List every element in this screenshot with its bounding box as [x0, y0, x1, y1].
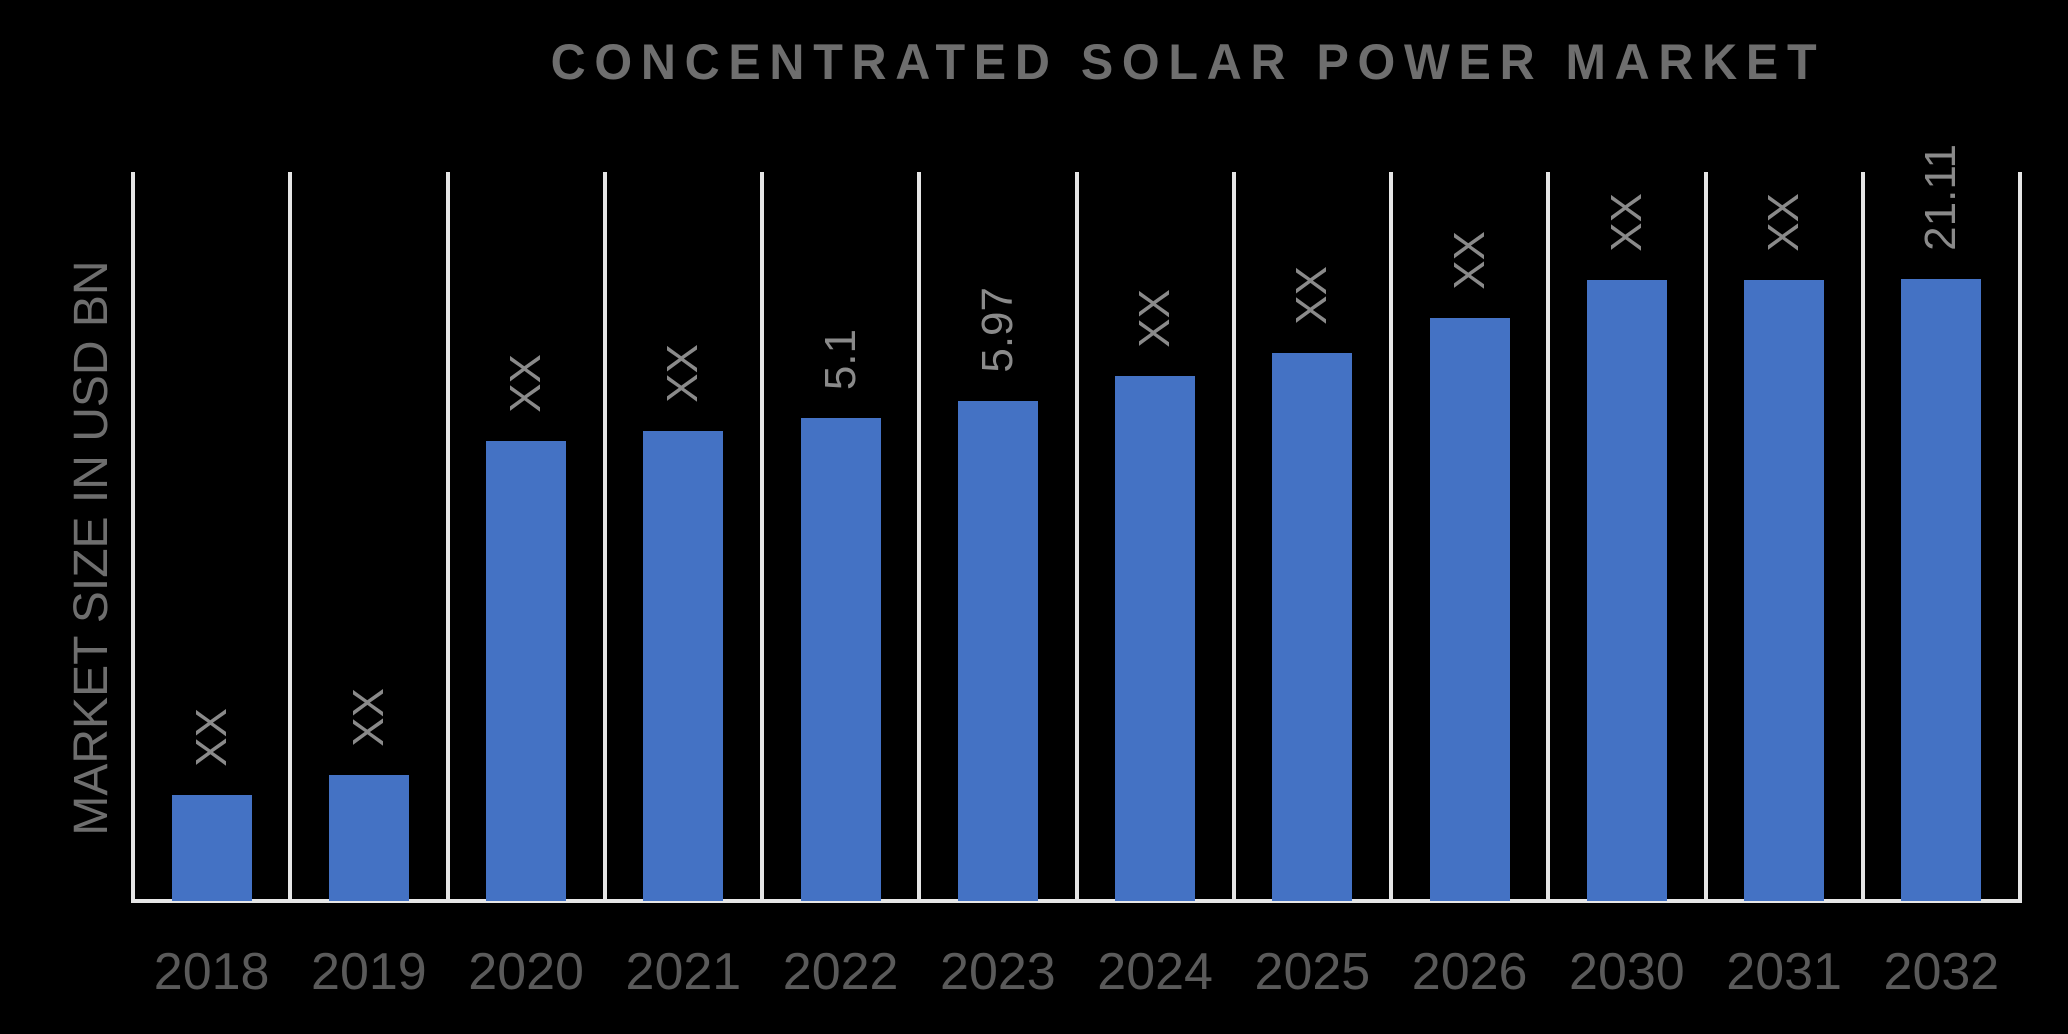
bar-2022 [800, 418, 881, 901]
bar-2031 [1744, 280, 1825, 901]
bar-value-label-2020: XX [501, 354, 551, 413]
bar-2032 [1901, 279, 1982, 901]
x-tick-2022: 2022 [782, 943, 899, 1001]
x-tick-2020: 2020 [468, 943, 584, 1001]
bar-value-label-2031: XX [1759, 193, 1809, 252]
bar-value-label-2021: XX [658, 344, 708, 403]
bar-value-label-2022: 5.1 [815, 328, 865, 390]
bar-value-label-2025: XX [1287, 266, 1337, 325]
gridline-2 [445, 172, 450, 903]
bar-2023 [957, 401, 1038, 901]
gridline-12 [2018, 172, 2022, 903]
gridline-11 [1860, 172, 1865, 903]
bar-2018 [171, 795, 252, 901]
gridline-9 [1546, 172, 1551, 903]
bar-value-label-2032: 21.11 [1916, 144, 1966, 251]
bar-value-label-2018: XX [186, 708, 236, 767]
gridline-8 [1389, 172, 1393, 903]
bar-2025 [1272, 353, 1353, 901]
gridline-10 [1703, 172, 1708, 903]
x-tick-2032: 2032 [1883, 943, 2000, 1001]
x-tick-2024: 2024 [1097, 943, 1213, 1001]
gridline-3 [602, 172, 607, 903]
gridline-5 [917, 172, 922, 903]
bar-value-label-2030: XX [1601, 193, 1651, 252]
gridline-0 [131, 172, 135, 903]
gridline-6 [1074, 172, 1079, 903]
bar-value-label-2019: XX [343, 688, 393, 747]
bar-2026 [1429, 318, 1510, 901]
gridline-4 [760, 172, 764, 903]
x-tick-2030: 2030 [1569, 943, 1685, 1001]
x-tick-2026: 2026 [1411, 943, 1528, 1001]
x-tick-2023: 2023 [940, 943, 1056, 1001]
bar-2020 [486, 441, 567, 901]
bar-2019 [328, 775, 409, 901]
x-axis-line [131, 899, 2022, 903]
bar-2024 [1115, 376, 1196, 901]
y-axis-title: MARKET SIZE IN USD BN [65, 260, 118, 836]
bar-value-label-2026: XX [1444, 231, 1494, 290]
chart-title: CONCENTRATED SOLAR POWER MARKET [550, 34, 1826, 90]
gridline-7 [1231, 172, 1236, 903]
x-tick-2018: 2018 [153, 943, 270, 1001]
x-tick-2025: 2025 [1254, 943, 1371, 1001]
bar-2030 [1586, 280, 1667, 901]
bar-value-label-2023: 5.97 [972, 287, 1022, 373]
gridline-1 [288, 172, 293, 903]
x-tick-2031: 2031 [1726, 943, 1842, 1001]
x-tick-2021: 2021 [625, 943, 742, 1001]
x-tick-2019: 2019 [311, 943, 427, 1001]
bar-value-label-2024: XX [1130, 289, 1180, 348]
bar-2021 [643, 431, 724, 901]
